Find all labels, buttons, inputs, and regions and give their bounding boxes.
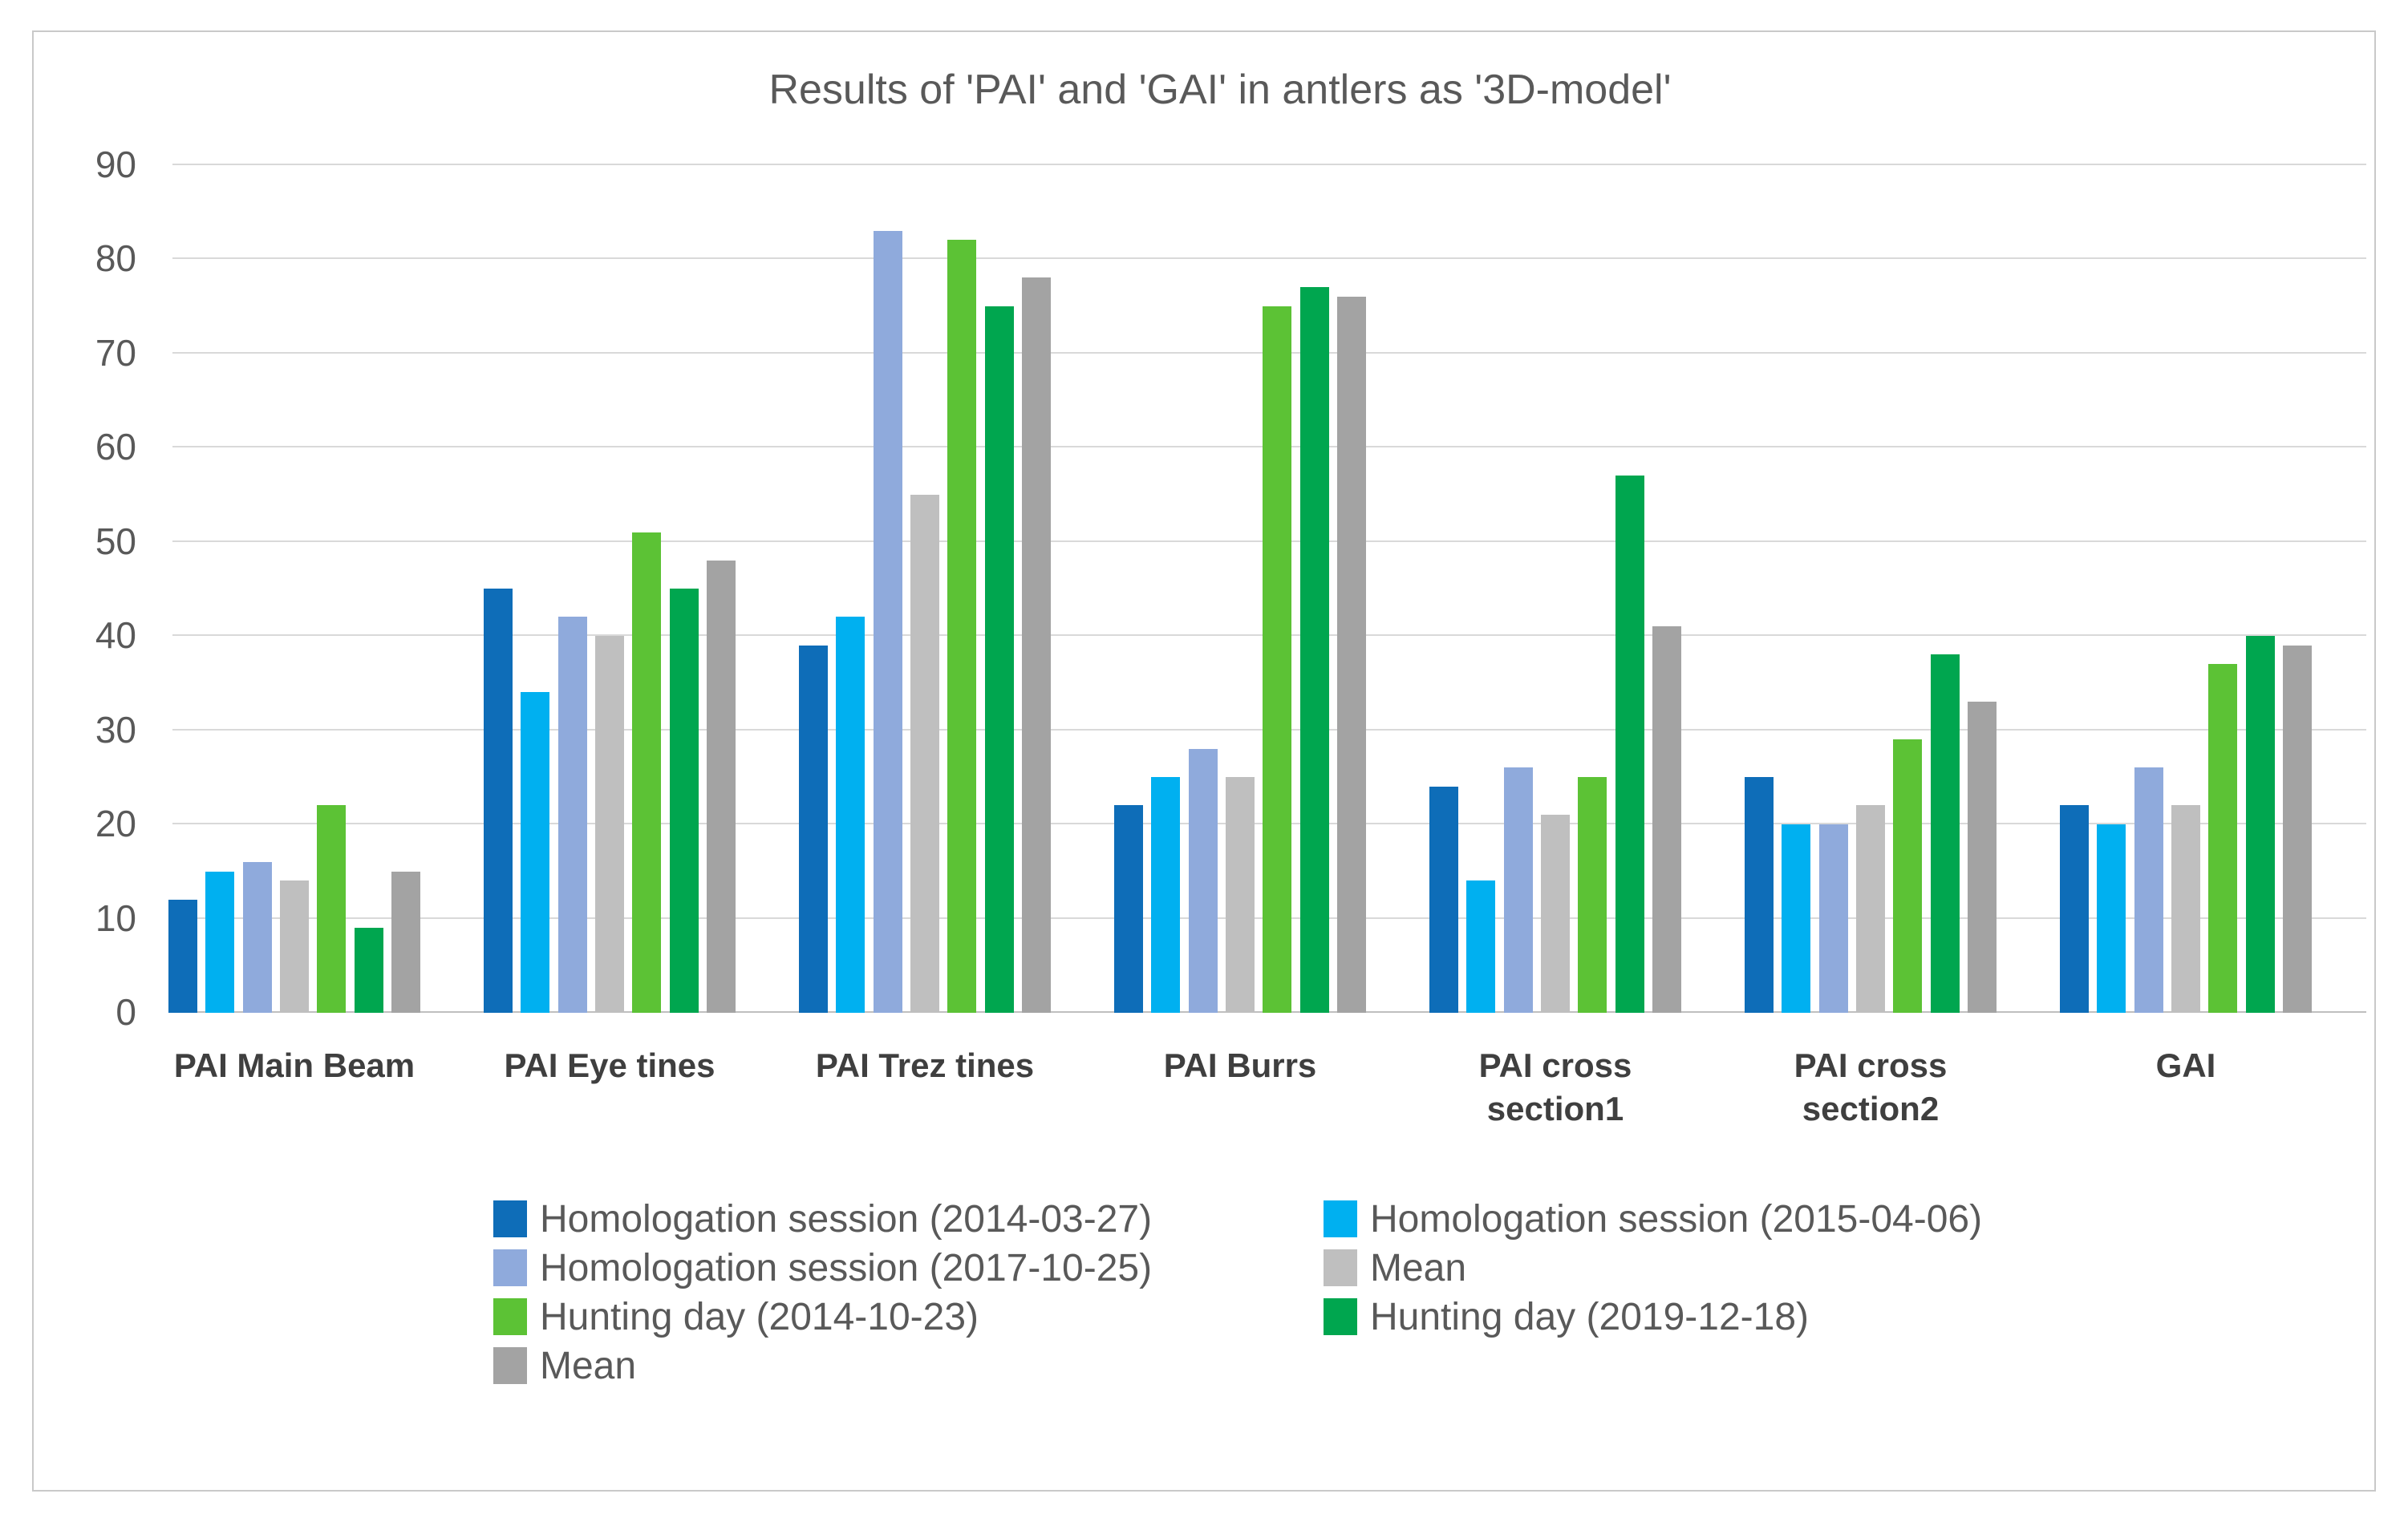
bar bbox=[1151, 777, 1181, 1013]
legend-swatch-icon bbox=[1324, 1249, 1357, 1286]
bar bbox=[1021, 277, 1051, 1013]
bar bbox=[594, 636, 624, 1013]
bar bbox=[2245, 636, 2275, 1013]
bar bbox=[2208, 664, 2238, 1013]
legend-item: Mean bbox=[493, 1344, 637, 1387]
category-label: PAI Trez tines bbox=[815, 1046, 1035, 1084]
legend-swatch-icon bbox=[1324, 1200, 1357, 1237]
bar bbox=[1818, 824, 1848, 1013]
legend-item: Mean bbox=[1324, 1247, 1466, 1289]
legend-swatch-icon bbox=[493, 1298, 527, 1335]
legend-label: Homologation session (2014-03-27) bbox=[540, 1197, 1153, 1241]
bar bbox=[2060, 805, 2089, 1013]
legend-item: Homologation session (2014-03-27) bbox=[493, 1197, 1153, 1241]
bar-group bbox=[1429, 164, 1681, 1013]
bar bbox=[242, 862, 272, 1013]
bar bbox=[1652, 626, 1681, 1013]
chart-title: Results of 'PAI' and 'GAI' in antlers as… bbox=[768, 67, 1672, 113]
bar bbox=[1745, 777, 1774, 1013]
legend-label: Mean bbox=[540, 1344, 637, 1387]
bar bbox=[1429, 787, 1458, 1013]
category-label: PAI Eye tines bbox=[504, 1046, 716, 1084]
bar bbox=[799, 646, 828, 1013]
bar bbox=[873, 231, 902, 1013]
bar bbox=[669, 589, 699, 1013]
y-tick-label: 50 bbox=[95, 520, 136, 562]
bar bbox=[557, 617, 587, 1013]
y-tick-label: 40 bbox=[95, 614, 136, 656]
bar bbox=[706, 561, 736, 1013]
bar bbox=[1782, 824, 1811, 1013]
category-label: PAI cross section1 bbox=[1478, 1046, 1632, 1127]
y-tick-label: 70 bbox=[95, 331, 136, 374]
legend-swatch-icon bbox=[493, 1200, 527, 1237]
legend-swatch-icon bbox=[493, 1249, 527, 1286]
legend-label: Hunting day (2019-12-18) bbox=[1370, 1295, 1810, 1338]
legend-item: Hunting day (2014-10-23) bbox=[493, 1296, 979, 1338]
bar bbox=[205, 872, 235, 1013]
legend-label: Homologation session (2015-04-06) bbox=[1370, 1197, 1983, 1241]
category-label: PAI Burrs bbox=[1163, 1046, 1317, 1084]
bar bbox=[984, 306, 1014, 1013]
gridline bbox=[172, 163, 2366, 165]
y-tick-label: 60 bbox=[95, 426, 136, 468]
legend-item: Homologation session (2017-10-25) bbox=[493, 1247, 1152, 1289]
category-label: GAI bbox=[2155, 1046, 2216, 1084]
bar bbox=[1336, 297, 1366, 1013]
bar bbox=[1299, 287, 1329, 1013]
legend-label: Mean bbox=[1370, 1246, 1467, 1289]
legend-label: Hunting day (2014-10-23) bbox=[540, 1295, 979, 1338]
bar bbox=[1615, 476, 1644, 1013]
bar bbox=[521, 692, 550, 1013]
y-tick-label: 0 bbox=[116, 991, 136, 1033]
y-tick-label: 20 bbox=[95, 803, 136, 844]
bar-group bbox=[484, 164, 736, 1013]
bar bbox=[279, 880, 309, 1013]
bar bbox=[1466, 880, 1496, 1013]
legend-swatch-icon bbox=[493, 1347, 527, 1384]
bar-group bbox=[799, 164, 1051, 1013]
bar bbox=[2282, 646, 2312, 1013]
bar bbox=[1930, 654, 1960, 1013]
y-tick-label: 30 bbox=[95, 708, 136, 751]
bar bbox=[1540, 815, 1570, 1013]
bar bbox=[317, 805, 347, 1013]
bar bbox=[1893, 739, 1923, 1013]
legend-label: Homologation session (2017-10-25) bbox=[540, 1246, 1153, 1289]
category-label: PAI Main Beam bbox=[173, 1046, 416, 1084]
bar bbox=[947, 240, 977, 1013]
bar bbox=[1967, 702, 1997, 1013]
bar bbox=[168, 900, 197, 1013]
y-tick-label: 90 bbox=[95, 143, 136, 185]
bar bbox=[910, 495, 939, 1013]
bar bbox=[1188, 749, 1218, 1013]
y-tick-label: 10 bbox=[95, 897, 136, 939]
bar bbox=[836, 617, 866, 1013]
bar bbox=[1263, 306, 1292, 1013]
bar-group bbox=[1114, 164, 1366, 1013]
gridline bbox=[172, 257, 2366, 259]
bar bbox=[1578, 777, 1607, 1013]
legend-item: Hunting day (2019-12-18) bbox=[1324, 1296, 1809, 1338]
category-label: PAI cross section2 bbox=[1794, 1046, 1948, 1127]
bar bbox=[354, 928, 383, 1013]
legend-swatch-icon bbox=[1324, 1298, 1357, 1335]
bar bbox=[1225, 777, 1255, 1013]
bar-group bbox=[2060, 164, 2312, 1013]
y-tick-label: 80 bbox=[95, 237, 136, 279]
bar bbox=[1114, 805, 1143, 1013]
bar bbox=[2097, 824, 2126, 1013]
bar bbox=[1503, 767, 1533, 1013]
bar bbox=[2171, 805, 2200, 1013]
bar bbox=[391, 872, 420, 1013]
bar bbox=[632, 532, 662, 1013]
bar bbox=[2134, 767, 2163, 1013]
bar bbox=[484, 589, 513, 1013]
bar-group bbox=[1745, 164, 1997, 1013]
legend-item: Homologation session (2015-04-06) bbox=[1324, 1197, 1983, 1241]
bar-group bbox=[168, 164, 420, 1013]
bar bbox=[1855, 805, 1885, 1013]
